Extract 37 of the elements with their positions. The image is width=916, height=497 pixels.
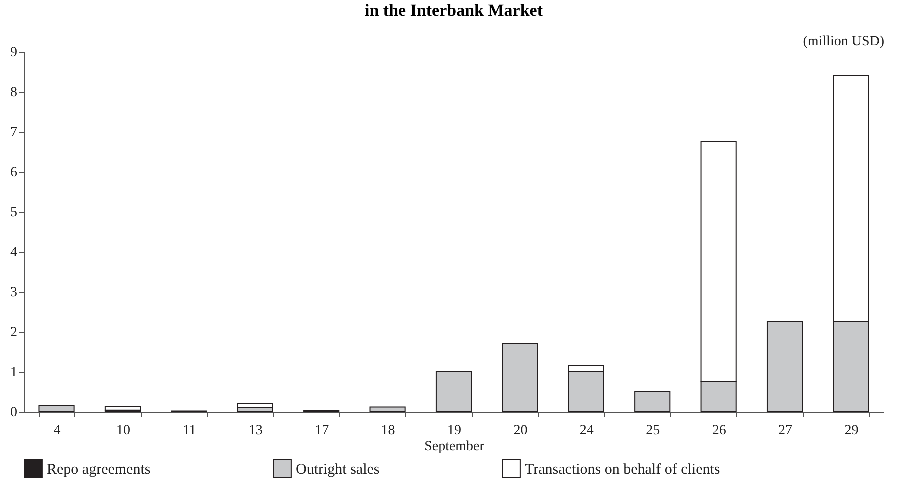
y-tick-label: 5 bbox=[10, 206, 18, 220]
legend-label: Repo agreements bbox=[47, 462, 151, 478]
y-tick-label: 6 bbox=[10, 166, 18, 180]
bar bbox=[104, 406, 142, 411]
bar bbox=[370, 406, 406, 412]
bar bbox=[237, 404, 274, 408]
bar bbox=[502, 344, 538, 412]
x-tick-label: 25 bbox=[646, 424, 660, 438]
y-tick-label: 7 bbox=[10, 126, 18, 140]
x-tick-label: 17 bbox=[315, 424, 330, 438]
y-tick-label: 9 bbox=[10, 46, 18, 60]
x-tick-label: 11 bbox=[182, 424, 196, 438]
bar bbox=[634, 392, 671, 412]
x-tick-label: 26 bbox=[712, 424, 726, 438]
x-tick-label: 19 bbox=[448, 424, 462, 438]
y-tick-label: 4 bbox=[10, 246, 18, 260]
x-tick-label: 29 bbox=[844, 424, 859, 438]
chart-title: in the Interbank Market bbox=[364, 1, 544, 20]
legend-label: Outright sales bbox=[296, 462, 380, 478]
x-axis-title: September bbox=[424, 440, 485, 454]
y-tick-label: 3 bbox=[10, 286, 18, 300]
bar bbox=[436, 372, 472, 412]
x-tick-label: 20 bbox=[514, 424, 528, 438]
bar bbox=[766, 322, 804, 412]
y-tick-label: 1 bbox=[10, 366, 18, 380]
x-tick-label: 10 bbox=[116, 424, 130, 438]
y-tick-label: 2 bbox=[10, 326, 18, 340]
x-tick-label: 27 bbox=[778, 424, 793, 438]
bar bbox=[38, 406, 75, 412]
x-tick-label: 18 bbox=[381, 424, 396, 438]
x-tick-label: 4 bbox=[54, 424, 61, 438]
y-axis-title: (million USD) bbox=[803, 34, 885, 50]
y-tick-label: 8 bbox=[10, 86, 18, 100]
x-tick-label: 24 bbox=[580, 424, 594, 438]
legend-label: Transactions on behalf of clients bbox=[525, 462, 720, 478]
y-tick-label: 0 bbox=[10, 406, 18, 420]
x-tick-label: 13 bbox=[248, 424, 263, 438]
